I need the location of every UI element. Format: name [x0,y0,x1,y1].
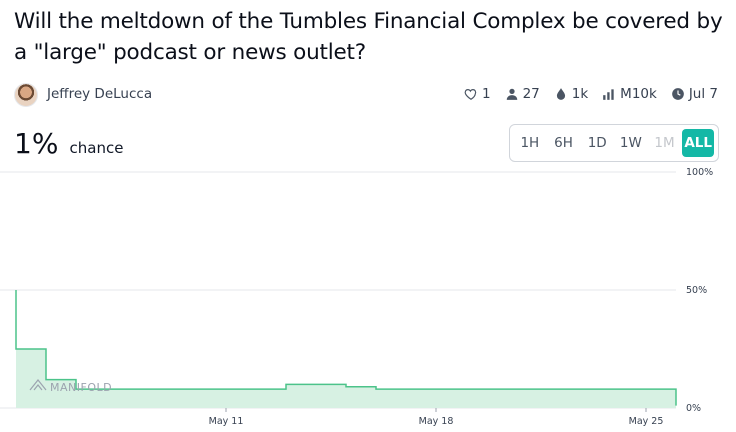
liquidity-stat[interactable]: 1k [554,86,588,102]
volume-stat[interactable]: M10k [602,86,657,102]
x-tick-label: May 11 [209,416,244,427]
range-1d-button[interactable]: 1D [587,135,607,151]
market-stats: 1 27 1k M10k Jul 7 [464,86,718,102]
manifold-watermark: MANIFOLD [29,379,112,394]
probability-area [16,290,676,408]
x-tick-label: May 18 [419,416,454,427]
probability-line [15,290,677,406]
y-tick-label: 50% [686,285,707,296]
manifold-logo-icon [29,379,47,391]
range-6h-button[interactable]: 6H [554,135,573,151]
range-1m-button: 1M [654,135,675,151]
user-icon [506,88,517,100]
market-question: Will the meltdown of the Tumbles Financi… [14,9,723,65]
heart-icon [464,89,477,100]
range-all-button[interactable]: ALL [682,129,715,157]
y-tick-label: 100% [686,167,713,178]
author-name[interactable]: Jeffrey DeLucca [47,86,153,102]
droplet-icon [556,88,565,100]
bar-chart-icon [603,89,614,100]
time-range-selector: 1H 6H 1D 1W 1M ALL [509,124,719,162]
volume-amount: M10k [620,86,657,102]
y-axis-labels: 100% 50% 0% [686,167,713,414]
probability-chart[interactable]: 100% 50% 0% May 11 May 18 May 25 MANIFOLD [0,160,736,432]
watermark-text: MANIFOLD [50,381,112,394]
liquidity-amount: 1k [571,86,589,102]
chart-grid [0,171,676,409]
close-date: Jul 7 [688,86,718,102]
market-meta: Jeffrey DeLucca 1 27 1k M10k Jul 7 [14,83,722,109]
traders-count: 27 [522,86,540,102]
likes-count: 1 [481,86,491,102]
probability-value: 1% [14,127,59,160]
probability-label: chance [69,139,124,157]
clock-icon [671,88,684,100]
range-1w-button[interactable]: 1W [619,135,642,151]
range-1h-button[interactable]: 1H [520,135,540,151]
probability-display: 1% chance [14,127,123,160]
close-date-stat[interactable]: Jul 7 [671,86,718,102]
traders-stat[interactable]: 27 [505,86,540,102]
author-avatar[interactable] [14,83,38,107]
x-axis-labels: May 11 May 18 May 25 [209,408,664,427]
likes-stat[interactable]: 1 [464,86,491,102]
y-tick-label: 0% [686,403,701,414]
x-tick-label: May 25 [629,416,664,427]
